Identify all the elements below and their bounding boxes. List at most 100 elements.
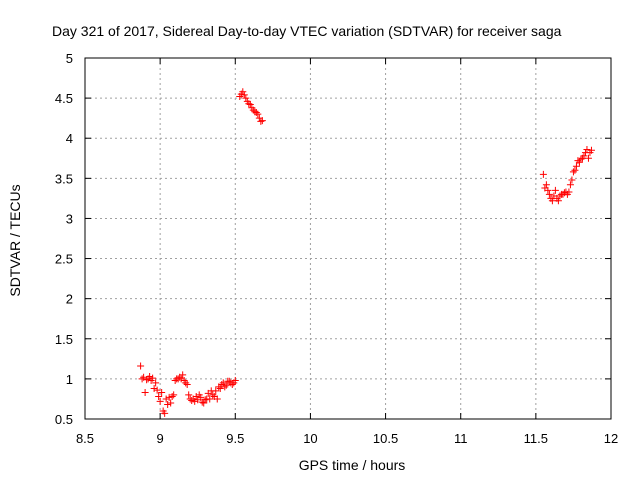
data-point	[257, 117, 265, 125]
data-point	[574, 157, 582, 165]
x-tick-label: 9	[157, 431, 164, 446]
data-point	[141, 389, 149, 397]
x-tick-label: 12	[604, 431, 618, 446]
data-point	[542, 181, 550, 189]
data-point	[571, 166, 579, 174]
data-point	[209, 391, 217, 399]
data-point	[242, 94, 250, 102]
data-point	[162, 395, 170, 403]
data-point	[225, 377, 233, 385]
axis-ticks	[84, 57, 612, 420]
data-point	[171, 376, 179, 384]
data-point	[183, 381, 191, 389]
y-tick-label: 3.5	[55, 171, 73, 186]
data-point	[216, 385, 224, 393]
data-point	[240, 91, 248, 99]
data-point	[200, 399, 208, 407]
x-tick-label: 11.5	[524, 431, 548, 446]
data-point	[560, 189, 568, 197]
data-point	[150, 385, 158, 393]
y-tick-label: 5	[66, 51, 73, 66]
y-tick-label: 2	[66, 292, 73, 307]
data-point	[577, 155, 585, 163]
data-point	[191, 397, 199, 405]
y-tick-labels: 0.5 1 1.5 2 2.5 3 3.5 4 4.5 5	[55, 51, 73, 427]
data-point	[245, 100, 253, 108]
data-point	[254, 110, 262, 118]
data-point	[177, 375, 185, 383]
data-point	[583, 145, 591, 153]
data-point	[252, 109, 260, 117]
data-point	[201, 396, 209, 404]
data-point	[156, 397, 164, 405]
data-point	[149, 374, 157, 382]
data-point	[554, 197, 562, 205]
data-point	[179, 371, 187, 379]
data-point	[152, 379, 160, 387]
data-point	[587, 146, 595, 154]
plot-frame	[84, 57, 612, 420]
data-point	[584, 154, 592, 162]
data-point	[167, 399, 175, 407]
data-point	[545, 190, 553, 198]
data-point	[137, 362, 145, 370]
data-point	[164, 401, 172, 409]
data-point	[539, 170, 547, 178]
data-point	[165, 393, 173, 401]
data-point	[153, 386, 161, 394]
data-point	[575, 158, 583, 166]
data-point	[161, 409, 169, 417]
y-tick-label: 0.5	[55, 412, 73, 427]
data-point	[138, 375, 146, 383]
data-point	[146, 372, 154, 380]
y-tick-label: 1.5	[55, 332, 73, 347]
data-point	[168, 393, 176, 401]
x-tick-label: 10	[303, 431, 317, 446]
x-tick-labels: 8.5 9 9.5 10 10.5 11 11.5 12	[76, 431, 618, 446]
data-point	[231, 376, 239, 384]
data-point	[212, 387, 220, 395]
y-tick-label: 4	[66, 131, 73, 146]
chart-title: Day 321 of 2017, Sidereal Day-to-day VTE…	[52, 23, 562, 39]
data-point	[221, 383, 229, 391]
x-tick-label: 9.5	[226, 431, 244, 446]
data-point	[197, 393, 205, 401]
data-point	[258, 117, 266, 125]
data-point	[182, 379, 190, 387]
data-point	[206, 395, 214, 403]
data-point	[170, 391, 178, 399]
data-point	[188, 397, 196, 405]
grid	[85, 58, 611, 419]
data-point	[155, 393, 163, 401]
data-point	[246, 101, 254, 109]
data-point	[556, 192, 564, 200]
y-tick-label: 4.5	[55, 91, 73, 106]
x-tick-label: 10.5	[373, 431, 398, 446]
y-tick-label: 3	[66, 211, 73, 226]
data-point	[544, 186, 552, 194]
data-point	[143, 376, 151, 384]
data-point	[158, 389, 166, 397]
data-point	[580, 152, 588, 160]
data-point	[568, 176, 576, 184]
data-point	[213, 395, 221, 403]
y-axis-title: SDTVAR / TECUs	[7, 184, 23, 296]
data-point	[566, 181, 574, 189]
data-point	[192, 393, 200, 401]
data-point	[565, 188, 573, 196]
data-point	[222, 381, 230, 389]
data-point	[228, 381, 236, 389]
data-point	[185, 391, 193, 399]
data-point	[572, 162, 580, 170]
data-point	[569, 168, 577, 176]
x-tick-label: 8.5	[76, 431, 94, 446]
data-point	[551, 186, 559, 194]
y-tick-label: 1	[66, 372, 73, 387]
data-point	[548, 197, 556, 205]
y-tick-label: 2.5	[55, 252, 73, 267]
data-point	[239, 88, 247, 96]
x-tick-label: 11	[454, 431, 468, 446]
data-points	[137, 88, 595, 417]
x-axis-title: GPS time / hours	[299, 457, 406, 473]
